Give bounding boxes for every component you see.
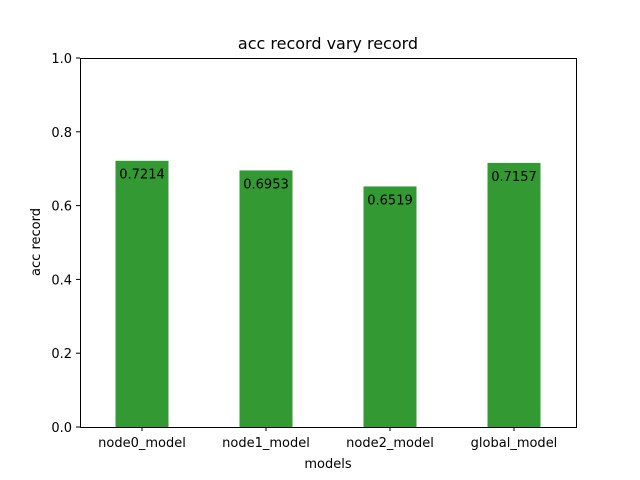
y-tick-label: 0.0 xyxy=(51,421,72,436)
x-tick-label: global_model xyxy=(471,436,558,451)
data-label-global_model: 0.7157 xyxy=(491,170,537,185)
bars-layer xyxy=(115,160,541,428)
bar-global_model xyxy=(487,162,541,428)
y-tick-label: 0.6 xyxy=(51,200,72,215)
bar-node0_model xyxy=(115,160,169,427)
y-tick-label: 0.4 xyxy=(51,273,72,288)
bar-node1_model xyxy=(239,170,293,427)
plot-area-frame xyxy=(80,58,577,428)
x-tick-label: node1_model xyxy=(222,436,310,451)
bar-node2_model xyxy=(363,186,417,427)
chart-title: acc record vary record xyxy=(238,34,418,53)
data-label-node1_model: 0.6953 xyxy=(243,177,289,192)
data-label-node0_model: 0.7214 xyxy=(119,168,165,183)
y-tick-label: 0.8 xyxy=(51,126,72,141)
data-labels-layer: 0.7214 0.6953 0.6519 0.7157 xyxy=(119,168,537,209)
y-axis-label: acc record xyxy=(29,208,44,276)
y-tick-label: 1.0 xyxy=(51,52,72,67)
x-axis-label: models xyxy=(304,457,351,472)
x-tick-label: node2_model xyxy=(346,436,434,451)
y-tick-label: 0.2 xyxy=(51,347,72,362)
x-tick-label: node0_model xyxy=(98,436,186,451)
data-label-node2_model: 0.6519 xyxy=(367,193,413,208)
ticks-layer: node0_model node1_model node2_model global_… xyxy=(51,52,557,451)
